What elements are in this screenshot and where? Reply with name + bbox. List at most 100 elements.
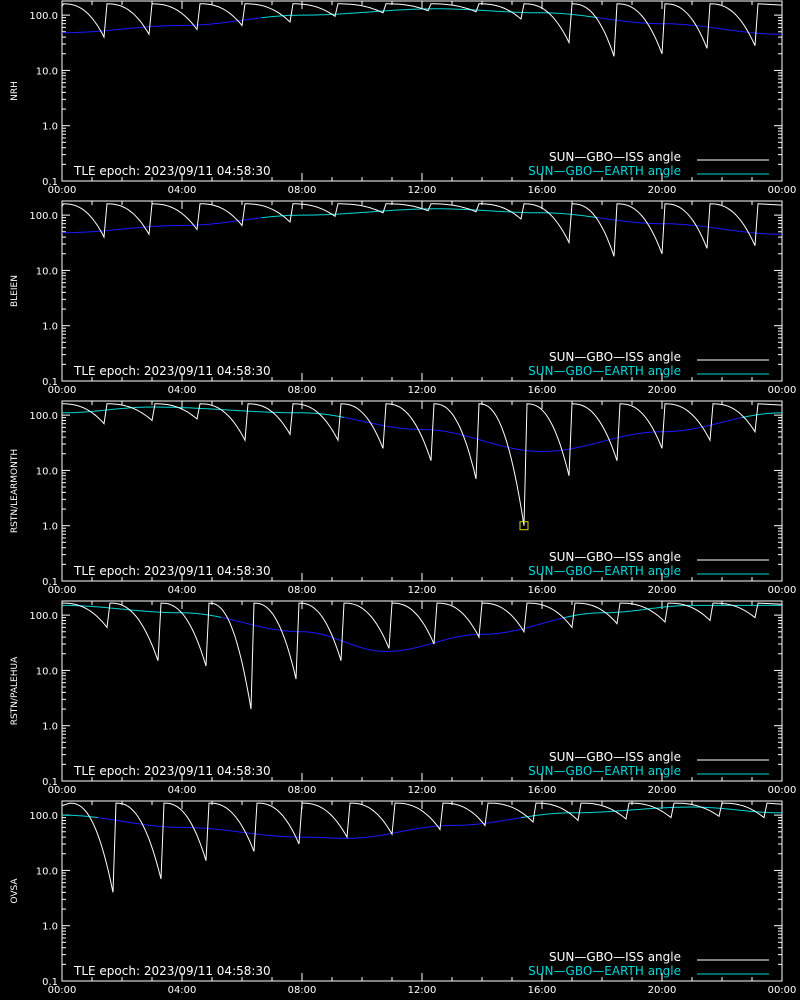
- y-tick-label: 10.0: [36, 66, 58, 77]
- earth-angle-line: [62, 406, 345, 418]
- legend-label-earth: SUN—GBO—EARTH angle: [528, 364, 681, 378]
- x-tick-label: 12:00: [408, 185, 437, 196]
- x-tick-label: 12:00: [408, 985, 437, 996]
- iss-angle-line: [61, 403, 783, 526]
- earth-angle-line: [62, 604, 222, 618]
- x-tick-label: 00:00: [768, 185, 797, 196]
- x-tick-label: 20:00: [648, 785, 677, 796]
- earth-angle-line: [261, 208, 598, 219]
- earth-angle-line: [562, 604, 782, 619]
- y-tick-label: 10.0: [36, 266, 58, 277]
- minimum-marker: [519, 521, 529, 531]
- x-tick-label: 04:00: [168, 585, 197, 596]
- x-tick-label: 04:00: [168, 985, 197, 996]
- y-tick-label: 0.1: [42, 577, 58, 588]
- y-tick-label: 0.1: [42, 177, 58, 188]
- legend-label-iss: SUN—GBO—ISS angle: [549, 550, 681, 564]
- y-tick-label: 0.1: [42, 977, 58, 988]
- y-axis-label: RSTN/LEARMONTH: [10, 449, 20, 533]
- earth-angle-line: [62, 814, 99, 819]
- x-tick-label: 12:00: [408, 585, 437, 596]
- panel-2: 00:00 04:00 08:00 12:00 16:00 20:00 00:000.11.…: [10, 200, 797, 396]
- earth-angle-line: [520, 806, 782, 819]
- legend-label-iss: SUN—GBO—ISS angle: [549, 350, 681, 364]
- y-tick-label: 100.0: [29, 411, 58, 422]
- y-tick-label: 1.0: [42, 922, 58, 933]
- iss-angle-line: [61, 3, 783, 57]
- y-tick-label: 0.1: [42, 377, 58, 388]
- x-tick-label: 20:00: [648, 185, 677, 196]
- x-tick-label: 00:00: [48, 985, 77, 996]
- y-tick-label: 1.0: [42, 122, 58, 133]
- earth-angle-line: [220, 616, 564, 652]
- y-tick-label: 1.0: [42, 722, 58, 733]
- x-tick-label: 12:00: [408, 785, 437, 796]
- x-tick-label: 00:00: [768, 985, 797, 996]
- y-tick-label: 0.1: [42, 777, 58, 788]
- x-tick-label: 00:00: [768, 785, 797, 796]
- y-tick-label: 100.0: [29, 211, 58, 222]
- x-tick-label: 16:00: [528, 585, 557, 596]
- x-tick-label: 04:00: [168, 385, 197, 396]
- x-tick-label: 20:00: [648, 585, 677, 596]
- y-axis-label: BLEIEN: [10, 275, 20, 307]
- legend-label-earth: SUN—GBO—EARTH angle: [528, 964, 681, 978]
- panel-4: 00:00 04:00 08:00 12:00 16:00 20:00 00:000.11.…: [10, 600, 797, 796]
- earth-angle-line: [261, 8, 598, 19]
- earth-angle-line: [597, 17, 782, 35]
- legend-label-earth: SUN—GBO—EARTH angle: [528, 564, 681, 578]
- y-axis-label: RSTN/PALEHUA: [10, 656, 20, 725]
- iss-angle-line: [61, 602, 783, 710]
- panel-1: 00:00 04:00 08:00 12:00 16:00 20:00 00:000.11.…: [10, 0, 797, 196]
- tle-epoch-label: TLE epoch: 2023/09/11 04:58:30: [73, 564, 271, 578]
- panel-5: 00:00 04:00 08:00 12:00 16:00 20:00 00:000.11.…: [10, 800, 797, 996]
- y-tick-label: 100.0: [29, 611, 58, 622]
- x-tick-label: 00:00: [48, 385, 77, 396]
- earth-angle-line: [343, 416, 742, 452]
- x-tick-label: 20:00: [648, 985, 677, 996]
- x-tick-label: 04:00: [168, 185, 197, 196]
- y-tick-label: 1.0: [42, 522, 58, 533]
- x-tick-label: 00:00: [48, 185, 77, 196]
- x-tick-label: 00:00: [48, 785, 77, 796]
- x-tick-label: 12:00: [408, 385, 437, 396]
- x-tick-label: 20:00: [648, 385, 677, 396]
- y-tick-label: 10.0: [36, 866, 58, 877]
- y-tick-label: 100.0: [29, 811, 58, 822]
- earth-angle-line: [62, 217, 262, 234]
- legend-label-earth: SUN—GBO—EARTH angle: [528, 764, 681, 778]
- y-tick-label: 1.0: [42, 322, 58, 333]
- x-tick-label: 16:00: [528, 185, 557, 196]
- y-axis-label: OVSA: [10, 878, 20, 904]
- x-tick-label: 16:00: [528, 785, 557, 796]
- legend-label-iss: SUN—GBO—ISS angle: [549, 150, 681, 164]
- x-tick-label: 04:00: [168, 785, 197, 796]
- x-tick-label: 00:00: [768, 385, 797, 396]
- y-axis-label: NRH: [10, 81, 20, 101]
- earth-angle-line: [97, 817, 522, 839]
- x-tick-label: 00:00: [48, 585, 77, 596]
- x-tick-label: 08:00: [288, 385, 317, 396]
- tle-epoch-label: TLE epoch: 2023/09/11 04:58:30: [73, 964, 271, 978]
- x-tick-label: 00:00: [768, 585, 797, 596]
- legend-label-iss: SUN—GBO—ISS angle: [549, 950, 681, 964]
- earth-angle-line: [597, 217, 782, 235]
- legend-label-earth: SUN—GBO—EARTH angle: [528, 164, 681, 178]
- x-tick-label: 08:00: [288, 985, 317, 996]
- legend-label-iss: SUN—GBO—ISS angle: [549, 750, 681, 764]
- panel-3: 00:00 04:00 08:00 12:00 16:00 20:00 00:000.11.…: [10, 400, 797, 596]
- tle-epoch-label: TLE epoch: 2023/09/11 04:58:30: [73, 164, 271, 178]
- tle-epoch-label: TLE epoch: 2023/09/11 04:58:30: [73, 764, 271, 778]
- y-tick-label: 10.0: [36, 666, 58, 677]
- iss-angle-line: [61, 802, 783, 893]
- x-tick-label: 16:00: [528, 985, 557, 996]
- tle-epoch-label: TLE epoch: 2023/09/11 04:58:30: [73, 364, 271, 378]
- iss-angle-line: [61, 203, 783, 257]
- earth-angle-line: [62, 17, 262, 34]
